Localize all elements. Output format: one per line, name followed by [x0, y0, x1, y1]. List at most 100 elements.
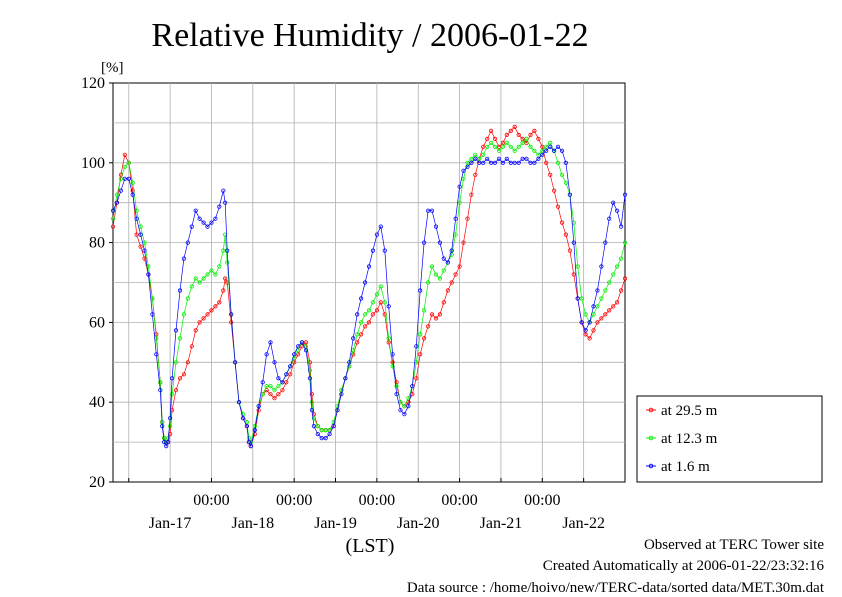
data-point — [307, 376, 312, 381]
data-point — [492, 144, 498, 149]
data-point — [197, 216, 202, 221]
data-point — [583, 328, 588, 333]
data-point — [268, 392, 273, 397]
data-point — [358, 296, 364, 301]
data-point — [268, 340, 273, 345]
data-point — [575, 296, 580, 301]
data-point — [185, 360, 190, 365]
data-point — [481, 152, 486, 157]
data-point — [355, 332, 360, 337]
data-point — [465, 164, 470, 169]
data-point — [433, 316, 439, 321]
data-point — [309, 400, 314, 405]
data-point — [548, 144, 553, 149]
data-point — [382, 300, 387, 305]
data-point — [465, 216, 470, 221]
data-point — [559, 148, 565, 153]
data-point — [217, 204, 222, 209]
data-point — [303, 340, 309, 345]
data-point — [449, 248, 454, 253]
data-point — [445, 288, 450, 293]
data-point — [122, 176, 127, 181]
data-point — [465, 160, 470, 165]
data-point — [437, 240, 442, 245]
data-point — [567, 248, 573, 253]
data-point — [528, 132, 533, 137]
data-point — [118, 176, 124, 181]
data-point — [563, 232, 569, 237]
data-point — [193, 208, 198, 213]
data-point — [315, 431, 320, 437]
data-point — [246, 439, 251, 445]
legend-swatch-marker — [648, 407, 654, 413]
data-point — [485, 156, 490, 161]
data-point — [146, 264, 151, 269]
data-point — [362, 280, 368, 285]
y-tick-label: 60 — [89, 314, 105, 331]
data-point — [433, 224, 439, 229]
data-point — [496, 144, 502, 149]
x-date-label: Jan-22 — [562, 515, 605, 532]
data-point — [229, 320, 234, 325]
data-point — [528, 160, 533, 165]
data-point — [492, 136, 498, 141]
data-point — [110, 224, 116, 229]
data-point — [122, 164, 127, 169]
data-point — [164, 443, 169, 449]
data-point — [516, 144, 521, 149]
data-point — [217, 300, 222, 305]
data-point — [390, 352, 395, 357]
data-point — [303, 348, 309, 353]
data-point — [425, 208, 431, 213]
footer-line-1: Observed at TERC Tower site — [643, 537, 824, 553]
data-point — [288, 372, 293, 377]
x-time-label: 00:00 — [359, 492, 395, 509]
data-point — [421, 336, 427, 341]
data-point — [240, 416, 246, 421]
data-point — [284, 372, 289, 377]
data-point — [201, 276, 206, 281]
y-tick-label: 20 — [89, 474, 105, 491]
legend-label: at 29.5 m — [661, 403, 718, 419]
data-point — [181, 256, 186, 261]
legend-box — [636, 395, 823, 483]
data-point — [595, 288, 600, 293]
data-point — [595, 320, 600, 325]
data-point — [177, 336, 183, 341]
data-point — [611, 272, 616, 277]
data-point — [339, 388, 344, 393]
data-point — [170, 392, 175, 397]
data-point — [618, 288, 624, 293]
data-point — [158, 380, 163, 385]
data-point — [429, 264, 435, 269]
data-point — [457, 264, 462, 269]
data-point — [544, 148, 549, 153]
data-point — [374, 232, 379, 237]
x-date-label: Jan-18 — [231, 515, 274, 532]
data-point — [441, 268, 446, 273]
data-point — [481, 160, 486, 165]
data-point — [402, 404, 407, 409]
data-point — [614, 264, 620, 269]
data-point — [524, 136, 529, 141]
data-point — [429, 208, 435, 213]
data-point — [453, 272, 458, 277]
data-point — [370, 312, 375, 317]
data-point — [461, 240, 466, 245]
data-point — [319, 427, 324, 433]
x-date-label: Jan-17 — [149, 515, 192, 532]
data-point — [362, 324, 368, 329]
data-point — [118, 188, 124, 193]
data-point — [130, 188, 135, 193]
data-point — [496, 156, 502, 161]
y-axis-label: [%] — [101, 60, 124, 76]
data-point — [441, 300, 446, 305]
data-point — [358, 320, 364, 325]
data-point — [449, 280, 454, 285]
data-point — [599, 296, 604, 301]
data-point — [524, 156, 529, 161]
data-point — [221, 188, 226, 193]
data-point — [370, 300, 375, 305]
data-point — [272, 396, 277, 401]
data-point — [233, 360, 238, 365]
